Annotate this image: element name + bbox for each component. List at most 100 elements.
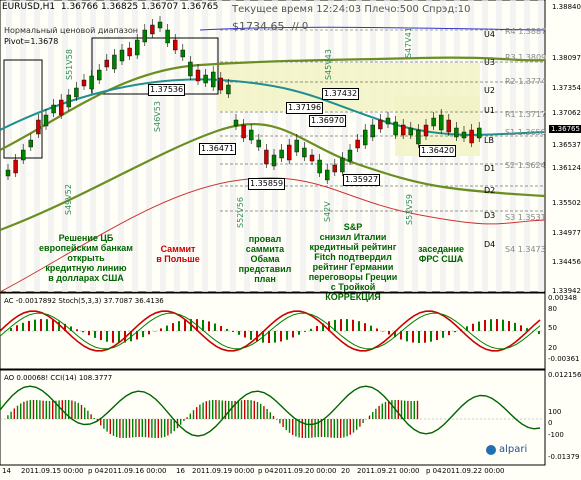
session-stripe	[90, 0, 96, 292]
ac-bar	[118, 331, 120, 343]
ao-bar	[298, 419, 300, 438]
ao-bar	[16, 405, 19, 419]
ao-bar	[324, 419, 326, 438]
candle-body	[81, 79, 87, 87]
ao-bar	[314, 419, 316, 438]
price-axis-label: 1.36124	[552, 164, 581, 172]
session-stripe	[524, 0, 530, 292]
ao-bar	[93, 417, 95, 419]
level-d2: D2	[484, 186, 496, 195]
ac-bar	[244, 331, 246, 338]
ao-bar	[154, 419, 156, 439]
candle-body	[59, 99, 64, 116]
stochastic-main	[0, 310, 541, 352]
vertical-label: S42V	[323, 201, 332, 222]
ao-bar	[304, 419, 307, 439]
candle-body	[294, 139, 299, 153]
candle-body	[355, 139, 360, 149]
ao-bar	[26, 400, 28, 419]
ao-bar	[39, 400, 41, 419]
ac-bar	[268, 331, 270, 343]
candle-body	[36, 119, 41, 135]
level-u4: U4	[484, 30, 495, 39]
candle-body	[423, 124, 429, 137]
session-stripe	[342, 0, 348, 292]
price-axis-label: 1.38840	[552, 3, 581, 11]
ao-bar	[45, 400, 47, 419]
ao-bar	[327, 419, 329, 438]
time-label: 2011.09.15 00:00	[21, 467, 84, 475]
current-price-marker: 1.36765	[549, 125, 581, 133]
sub2-axis-label: 0	[548, 419, 553, 427]
ao-bar	[112, 419, 115, 436]
annotation-fed-meeting: заседание ФРС США	[417, 244, 465, 264]
ao-bar	[125, 419, 127, 439]
session-stripe	[132, 0, 138, 292]
moving-average-blue	[199, 26, 546, 31]
session-stripe	[34, 0, 40, 292]
candle-body	[172, 39, 178, 51]
price-box: 1.37432	[322, 88, 360, 100]
session-stripe	[188, 0, 194, 292]
ac-bar	[208, 321, 210, 331]
ac-bar	[286, 331, 288, 340]
candle-body	[256, 139, 261, 148]
ac-bar	[304, 331, 306, 332]
ao-bar	[320, 419, 323, 438]
ac-bar	[430, 331, 432, 342]
candle-body	[401, 124, 406, 136]
candle-body	[210, 71, 216, 88]
ac-bar	[172, 323, 174, 331]
price-box: 1.36420	[419, 145, 457, 157]
ao-bar	[20, 403, 22, 419]
ac-bar	[280, 331, 282, 342]
ac-bar	[10, 328, 12, 331]
ac-bar	[292, 331, 294, 338]
ac-bar	[202, 319, 204, 331]
ao-bar	[388, 400, 390, 419]
candle-body	[165, 29, 170, 44]
ac-bar	[34, 319, 36, 331]
ao-bar	[301, 419, 303, 438]
ao-bar	[199, 404, 201, 419]
ao-bar	[224, 400, 227, 419]
ao-bar	[218, 400, 220, 419]
sub2-axis-label: -0.01379	[548, 453, 580, 461]
ac-bar	[508, 320, 510, 331]
sub2-axis-label: -100	[548, 431, 564, 439]
ac-bar	[184, 319, 186, 331]
candle-body	[119, 49, 125, 62]
ao-bar	[141, 419, 143, 438]
ac-bar	[388, 331, 390, 335]
ac-bar	[400, 331, 402, 340]
candle-body	[393, 121, 398, 136]
indicator-name: Нормальный ценовой диапазон	[4, 26, 139, 35]
vertical-label: S46V53	[153, 101, 162, 132]
session-stripe	[496, 0, 502, 292]
ac-bar	[346, 319, 348, 331]
candle-body	[385, 117, 391, 125]
session-stripe	[62, 0, 68, 292]
price-box: 1.36471	[199, 143, 237, 155]
ao-bar	[173, 419, 175, 432]
candle-body	[21, 149, 26, 161]
price-box: 1.35927	[343, 174, 381, 186]
ac-bar	[88, 331, 90, 336]
ac-bar	[496, 319, 498, 331]
candle-body	[325, 169, 330, 181]
ao-bar	[378, 405, 380, 419]
ac-bar	[418, 331, 420, 343]
stochastic-signal	[0, 312, 541, 350]
candle-body	[66, 94, 72, 108]
candle-body	[104, 59, 110, 68]
ao-bar	[221, 400, 223, 419]
candle-body	[13, 159, 18, 174]
ao-bar	[292, 419, 294, 435]
ac-bar	[46, 319, 48, 331]
ao-bar	[250, 400, 252, 419]
ao-bar	[109, 419, 111, 435]
ao-bar	[336, 419, 339, 439]
candle-body	[279, 149, 284, 159]
ao-bar	[189, 413, 191, 419]
